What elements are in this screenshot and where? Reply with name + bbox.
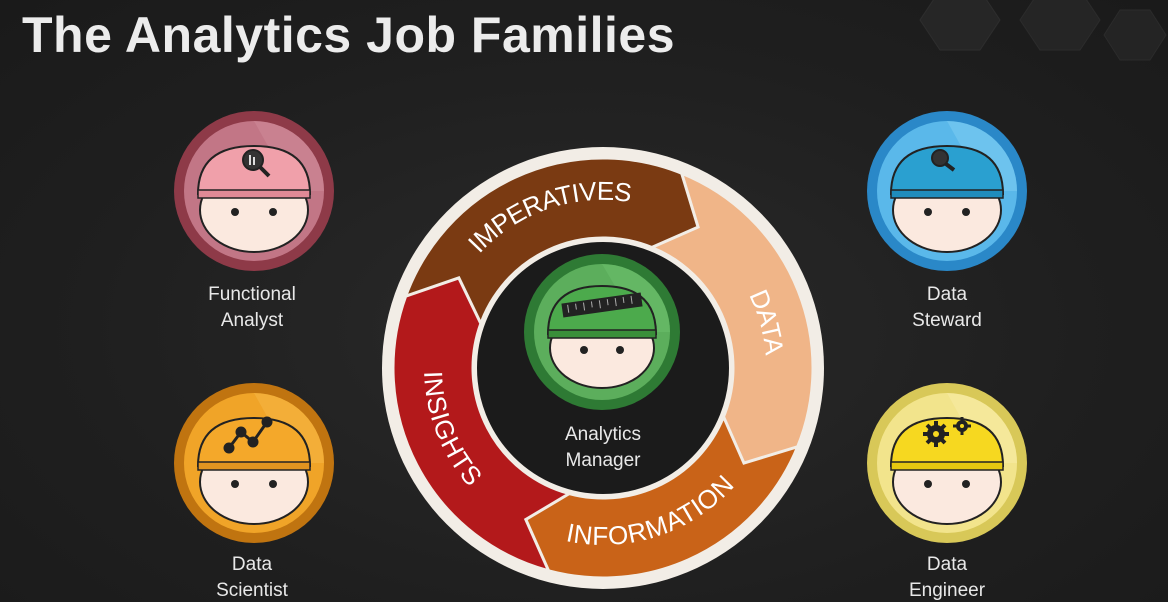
role-label-data-steward: Data Steward <box>862 282 1032 334</box>
role-label-analytics-manager: Analytics Manager <box>518 422 688 474</box>
role-line1: Data <box>926 284 968 305</box>
analytics-manager-avatar <box>524 254 680 410</box>
gears-icon <box>923 417 971 447</box>
data-scientist-avatar <box>174 383 334 543</box>
role-line2: Scientist <box>216 580 288 601</box>
role-line2: Analyst <box>220 310 284 331</box>
role-line1: Data <box>231 554 273 575</box>
role-line1: Functional <box>208 284 296 305</box>
hexagon-decoration <box>919 0 1167 61</box>
data-steward-avatar <box>867 111 1027 271</box>
role-line2: Steward <box>912 310 982 331</box>
slide-title: The Analytics Job Families <box>22 7 676 63</box>
magnifier-icon <box>242 149 271 178</box>
role-label-data-engineer: Data Engineer <box>862 552 1032 602</box>
magnifier-icon <box>931 149 956 172</box>
role-line1: Analytics <box>564 424 642 445</box>
trend-line-icon <box>223 416 273 454</box>
data-engineer-avatar <box>867 383 1027 543</box>
role-label-data-scientist: Data Scientist <box>167 552 337 602</box>
role-line1: Data <box>926 554 968 575</box>
functional-analyst-avatar <box>174 111 334 271</box>
role-line2: Engineer <box>908 580 986 601</box>
ruler-icon <box>561 292 643 318</box>
role-label-functional-analyst: Functional Analyst <box>167 282 337 334</box>
role-line2: Manager <box>565 450 641 471</box>
